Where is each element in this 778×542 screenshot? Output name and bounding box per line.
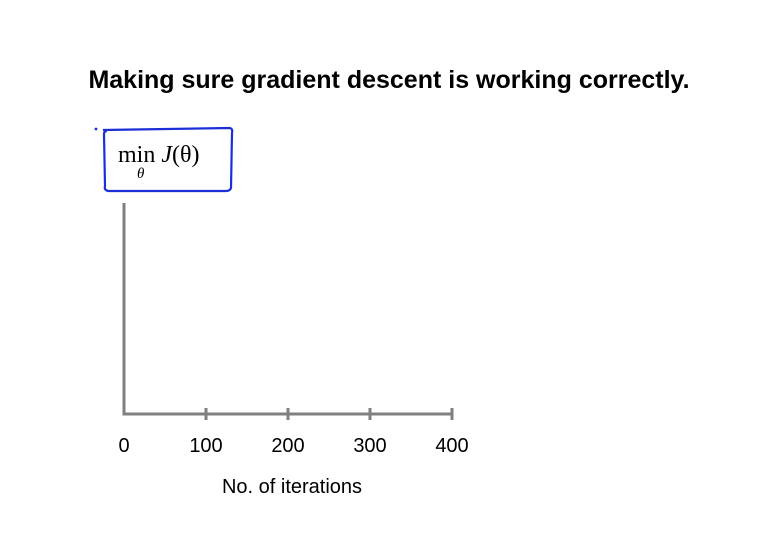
x-tick-label: 400 [435,435,469,457]
x-tick-label: 300 [353,435,387,457]
x-tick-label: 100 [189,435,223,457]
x-tick-label: 200 [271,435,305,457]
handwritten-highlight-box [102,126,234,193]
handwritten-dot [94,127,98,131]
formula-operator: min [118,142,156,168]
formula-argument: (θ) [172,142,200,168]
chart-axes [122,203,454,420]
formula-function: J [161,142,172,168]
formula-subscript: θ [137,166,145,182]
x-axis-label: No. of iterations [221,476,363,498]
y-axis-formula: min J(θ) θ [118,142,200,182]
slide-title: Making sure gradient descent is working … [88,66,690,94]
x-tick-label: 0 [118,435,130,457]
